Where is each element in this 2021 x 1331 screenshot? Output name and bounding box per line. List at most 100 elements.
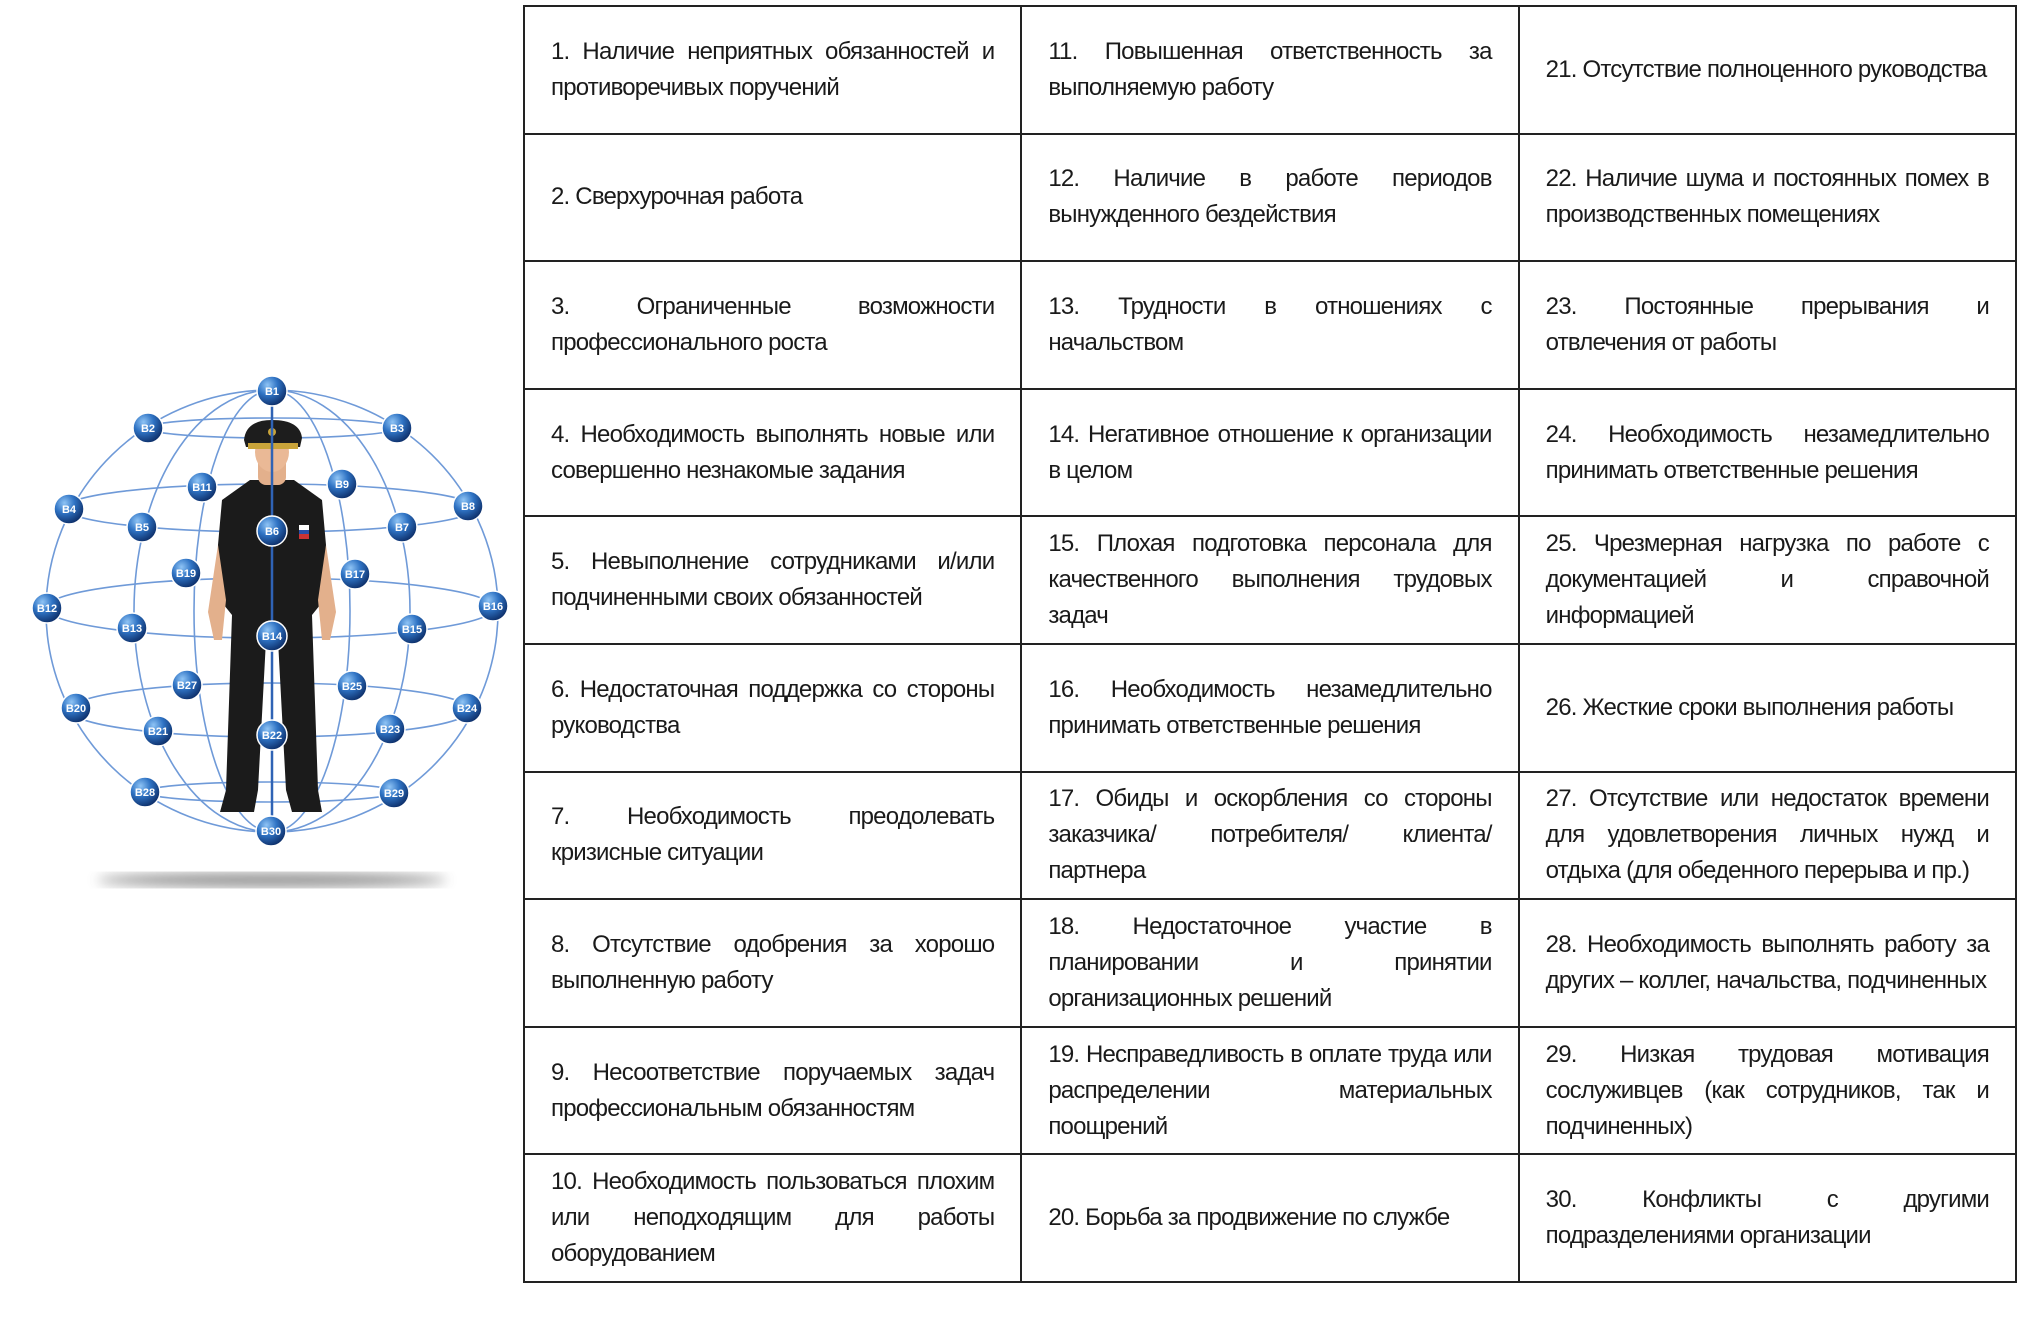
sphere-node: В7 — [386, 511, 418, 543]
sphere-node: В21 — [142, 715, 174, 747]
sphere-node: В23 — [374, 713, 406, 745]
sphere-node-circle — [326, 468, 358, 500]
sphere-node: В20 — [60, 692, 92, 724]
factor-cell-4: 4. Необходимость выполнять новые или сов… — [522, 387, 1023, 518]
sphere-node-circle — [142, 715, 174, 747]
sphere-node-circle — [255, 815, 287, 847]
factor-cell-24: 24. Необходимость незамедлительно приним… — [1517, 387, 2018, 518]
factor-cell-11: 11. Повышенная ответственность за выполн… — [1020, 5, 1520, 135]
sphere-node-circle — [126, 511, 158, 543]
sphere-node-circle — [452, 490, 484, 522]
sphere-node: В14 — [256, 620, 288, 652]
sphere-node: В17 — [339, 558, 371, 590]
factor-cell-28: 28. Необходимость выполнять работу за др… — [1517, 898, 2018, 1028]
factor-cell-16: 16. Необходимость незамедлительно приним… — [1020, 642, 1520, 773]
sphere-node-label: В20 — [66, 703, 86, 715]
sphere-node: В4 — [53, 493, 85, 525]
sphere-node-circle — [171, 669, 203, 701]
sphere-node-circle — [60, 692, 92, 724]
sphere-node-circle — [256, 620, 288, 652]
factor-cell-8: 8. Отсутствие одобрения за хорошо выполн… — [522, 898, 1023, 1028]
sphere-node-circle — [386, 511, 418, 543]
factor-cell-12: 12. Наличие в работе периодов вынужденно… — [1020, 132, 1520, 263]
factor-cell-23: 23. Постоянные прерывания и отвлечения о… — [1517, 260, 2018, 390]
sphere-node-label: В5 — [135, 522, 149, 534]
factor-cell-9: 9. Несоответствие поручаемых задач профе… — [522, 1025, 1023, 1156]
sphere-node-label: В1 — [265, 386, 279, 398]
sphere-node: В11 — [186, 471, 218, 503]
sphere-node: В22 — [256, 719, 288, 751]
sphere-node-label: В17 — [345, 569, 365, 581]
factor-cell-17: 17. Обиды и оскорбления со стороны заказ… — [1020, 770, 1520, 901]
factor-cell-19: 19. Несправедливость в оплате труда или … — [1020, 1025, 1520, 1156]
factor-cell-14: 14. Негативное отношение к организации в… — [1020, 387, 1520, 518]
sphere-node-label: В2 — [141, 423, 155, 435]
sphere-node-label: В8 — [461, 501, 475, 513]
factor-cell-5: 5. Невыполнение сотрудниками и/или подчи… — [522, 515, 1023, 645]
factor-cell-10: 10. Необходимость пользоваться плохим ил… — [522, 1153, 1023, 1283]
factor-cell-1: 1. Наличие неприятных обязанностей и про… — [522, 5, 1023, 135]
sphere-node: В24 — [451, 692, 483, 724]
sphere-node-label: В12 — [37, 603, 57, 615]
table-row: 6. Недостаточная поддержка со стороны ру… — [522, 642, 2018, 773]
sphere-node-circle — [477, 590, 509, 622]
sphere-node-circle — [256, 719, 288, 751]
floor-shadow — [97, 873, 447, 887]
sphere-node-circle — [186, 471, 218, 503]
sphere-node-circle — [31, 592, 63, 624]
sphere-node-label: В3 — [390, 423, 404, 435]
sphere-node-label: В19 — [176, 568, 196, 580]
table-row: 4. Необходимость выполнять новые или сов… — [522, 387, 2018, 518]
table-row: 7. Необходимость преодолевать кризисные … — [522, 770, 2018, 901]
factor-cell-13: 13. Трудности в отношениях с начальством — [1020, 260, 1520, 390]
sphere-node-label: В21 — [148, 726, 168, 738]
table-row: 3. Ограниченные возможности профессионал… — [522, 260, 2018, 390]
sphere-node: В13 — [116, 612, 148, 644]
factor-cell-26: 26. Жесткие сроки выполнения работы — [1517, 642, 2018, 773]
sphere-node: В27 — [171, 669, 203, 701]
factor-cell-29: 29. Низкая трудовая мотивация сослуживце… — [1517, 1025, 2018, 1156]
sphere-node-circle — [374, 713, 406, 745]
sphere-node-label: В28 — [135, 787, 155, 799]
sphere-node-circle — [381, 412, 413, 444]
sphere-node-circle — [256, 515, 288, 547]
stress-factors-table: 1. Наличие неприятных обязанностей и про… — [522, 5, 2018, 1283]
factor-cell-2: 2. Сверхурочная работа — [522, 132, 1023, 263]
table-row: 2. Сверхурочная работа 12. Наличие в рабо… — [522, 132, 2018, 263]
sphere-node: В12 — [31, 592, 63, 624]
sphere-node-label: В7 — [395, 522, 409, 534]
sphere-node-label: В9 — [335, 479, 349, 491]
sphere-node: В29 — [378, 777, 410, 809]
sphere-node: В6 — [256, 515, 288, 547]
table-row: 1. Наличие неприятных обязанностей и про… — [522, 5, 2018, 135]
sphere-node-label: В23 — [380, 724, 400, 736]
sphere-node-label: В22 — [262, 730, 282, 742]
table-row: 8. Отсутствие одобрения за хорошо выполн… — [522, 898, 2018, 1028]
sphere-node-circle — [336, 670, 368, 702]
sphere-node: В25 — [336, 670, 368, 702]
sphere-node-label: В11 — [192, 482, 212, 494]
sphere-node-label: В30 — [261, 826, 281, 838]
sphere-node-label: В27 — [177, 680, 197, 692]
sphere-node: В16 — [477, 590, 509, 622]
sphere-node-circle — [129, 776, 161, 808]
sphere-node: В3 — [381, 412, 413, 444]
sphere-node-circle — [339, 558, 371, 590]
sphere-node-circle — [396, 613, 428, 645]
table-row: 5. Невыполнение сотрудниками и/или подчи… — [522, 515, 2018, 645]
factor-cell-7: 7. Необходимость преодолевать кризисные … — [522, 770, 1023, 901]
sphere-node-label: В14 — [262, 631, 283, 643]
factor-cell-21: 21. Отсутствие полноценного руководства — [1517, 5, 2018, 135]
sphere-node: В15 — [396, 613, 428, 645]
factor-cell-22: 22. Наличие шума и постоянных помех в пр… — [1517, 132, 2018, 263]
sphere-node: В19 — [170, 557, 202, 589]
stress-factor-sphere-illustration: В1 В2 В3 В4 В5 В6 В7 В8 В9 В11 В12 В13 В14 В15 В16 В17 В… — [31, 375, 509, 887]
sphere-node-circle — [132, 412, 164, 444]
sphere-node: В8 — [452, 490, 484, 522]
table-row: 10. Необходимость пользоваться плохим ил… — [522, 1153, 2018, 1283]
sphere-node-label: В6 — [265, 526, 279, 538]
sphere-node-circle — [170, 557, 202, 589]
sphere-node-label: В25 — [342, 681, 362, 693]
sphere-node-label: В4 — [62, 504, 77, 516]
sphere-node-label: В13 — [122, 623, 142, 635]
